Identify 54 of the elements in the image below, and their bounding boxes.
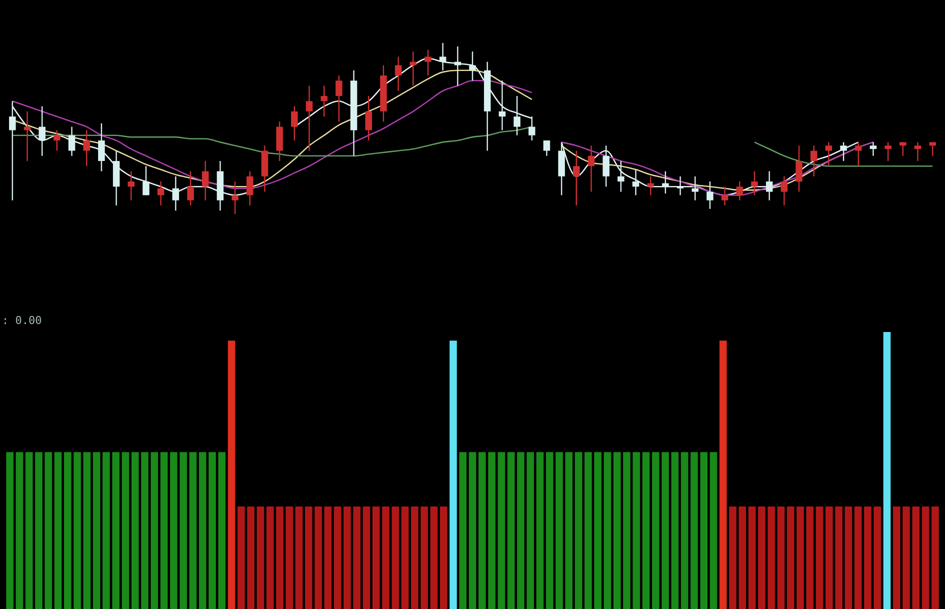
candlestick xyxy=(54,130,60,152)
candlestick xyxy=(588,145,595,192)
candlestick xyxy=(187,170,194,206)
candlestick xyxy=(128,170,135,201)
candlestick xyxy=(692,176,698,201)
candlestick xyxy=(810,145,818,177)
candlestick xyxy=(320,85,328,118)
candlestick xyxy=(38,106,46,156)
text: : 0.00 xyxy=(2,314,42,327)
candlestick xyxy=(246,170,254,206)
candlestick xyxy=(870,142,877,156)
candlestick xyxy=(142,166,150,196)
candlestick xyxy=(232,180,238,215)
candlestick xyxy=(900,142,906,156)
candlestick xyxy=(514,95,520,136)
candlestick xyxy=(83,130,90,167)
candlestick xyxy=(528,116,536,142)
candlestick xyxy=(469,50,476,82)
candlestick xyxy=(98,122,105,172)
candlestick xyxy=(172,176,180,212)
candlestick xyxy=(157,180,164,206)
candlestick xyxy=(647,176,654,196)
candlestick xyxy=(336,74,342,122)
candlestick xyxy=(796,145,802,192)
candlestick xyxy=(780,176,788,206)
candlestick xyxy=(602,145,610,188)
candlestick xyxy=(751,170,758,196)
candlestick xyxy=(855,142,862,167)
candlestick xyxy=(618,160,624,192)
candlestick xyxy=(202,160,209,201)
candlestick xyxy=(573,150,580,206)
candlestick xyxy=(929,142,936,156)
candlestick xyxy=(424,49,432,76)
candlestick xyxy=(9,100,16,201)
candlestick xyxy=(68,126,76,156)
candlestick xyxy=(840,142,847,162)
candlestick xyxy=(291,106,298,142)
candlestick xyxy=(276,121,283,162)
candlestick xyxy=(498,80,506,131)
candlestick xyxy=(884,142,892,162)
candlestick xyxy=(825,142,832,167)
candlestick xyxy=(914,142,922,162)
candlestick xyxy=(721,186,728,206)
candlestick xyxy=(766,170,773,201)
candlestick xyxy=(676,176,684,196)
candlestick xyxy=(365,95,372,142)
candlestick xyxy=(306,85,313,152)
candlestick xyxy=(662,170,669,194)
candlestick xyxy=(706,180,714,210)
candlestick xyxy=(394,56,402,92)
candlestick xyxy=(543,140,550,156)
candlestick xyxy=(632,168,640,196)
candlestick xyxy=(736,180,744,201)
candlestick xyxy=(439,42,446,71)
